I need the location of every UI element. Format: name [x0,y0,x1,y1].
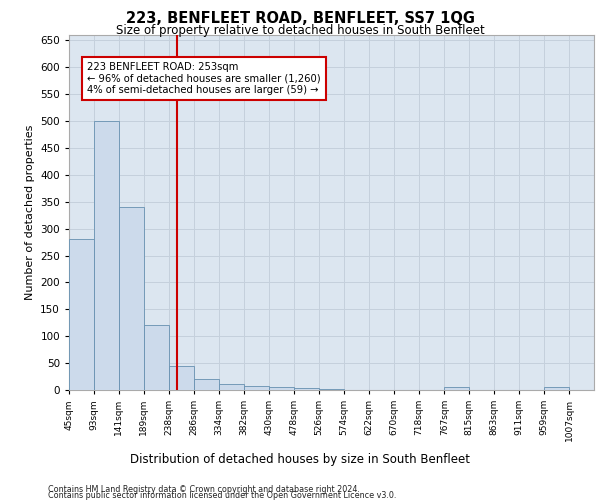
Bar [294,388,319,390]
Bar [544,388,569,390]
Text: Distribution of detached houses by size in South Benfleet: Distribution of detached houses by size … [130,453,470,466]
Bar [144,326,169,390]
Bar [219,384,244,390]
Text: Contains public sector information licensed under the Open Government Licence v3: Contains public sector information licen… [48,490,397,500]
Text: Size of property relative to detached houses in South Benfleet: Size of property relative to detached ho… [116,24,484,37]
Text: 223 BENFLEET ROAD: 253sqm
← 96% of detached houses are smaller (1,260)
4% of sem: 223 BENFLEET ROAD: 253sqm ← 96% of detac… [87,62,321,95]
Text: 223, BENFLEET ROAD, BENFLEET, SS7 1QG: 223, BENFLEET ROAD, BENFLEET, SS7 1QG [125,11,475,26]
Bar [119,207,143,390]
Bar [444,388,469,390]
Bar [244,386,269,390]
Bar [94,121,119,390]
Bar [169,366,194,390]
Bar [269,388,294,390]
Bar [69,240,94,390]
Text: Contains HM Land Registry data © Crown copyright and database right 2024.: Contains HM Land Registry data © Crown c… [48,484,360,494]
Bar [194,379,219,390]
Y-axis label: Number of detached properties: Number of detached properties [25,125,35,300]
